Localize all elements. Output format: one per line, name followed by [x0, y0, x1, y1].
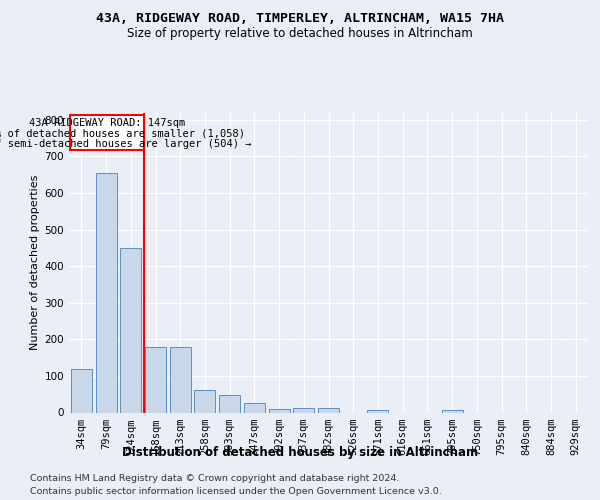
Bar: [219, 395, 240, 412]
Text: Distribution of detached houses by size in Altrincham: Distribution of detached houses by size …: [122, 446, 478, 459]
Bar: [442, 410, 463, 412]
Text: 32% of semi-detached houses are larger (504) →: 32% of semi-detached houses are larger (…: [0, 139, 251, 149]
Bar: [318, 408, 339, 412]
Bar: [367, 410, 388, 412]
Bar: [293, 408, 314, 412]
Bar: [120, 248, 141, 412]
Bar: [145, 348, 166, 412]
Bar: [95, 173, 116, 412]
Y-axis label: Number of detached properties: Number of detached properties: [31, 175, 40, 350]
Bar: [170, 348, 191, 412]
Text: Contains HM Land Registry data © Crown copyright and database right 2024.: Contains HM Land Registry data © Crown c…: [30, 474, 400, 483]
Text: ← 68% of detached houses are smaller (1,058): ← 68% of detached houses are smaller (1,…: [0, 128, 245, 138]
Bar: [269, 409, 290, 412]
Bar: [244, 404, 265, 412]
Text: Contains public sector information licensed under the Open Government Licence v3: Contains public sector information licen…: [30, 488, 442, 496]
Text: 43A, RIDGEWAY ROAD, TIMPERLEY, ALTRINCHAM, WA15 7HA: 43A, RIDGEWAY ROAD, TIMPERLEY, ALTRINCHA…: [96, 12, 504, 26]
Bar: [70, 116, 145, 150]
Text: Size of property relative to detached houses in Altrincham: Size of property relative to detached ho…: [127, 28, 473, 40]
Bar: [71, 368, 92, 412]
Text: 43A RIDGEWAY ROAD: 147sqm: 43A RIDGEWAY ROAD: 147sqm: [29, 118, 185, 128]
Bar: [194, 390, 215, 412]
